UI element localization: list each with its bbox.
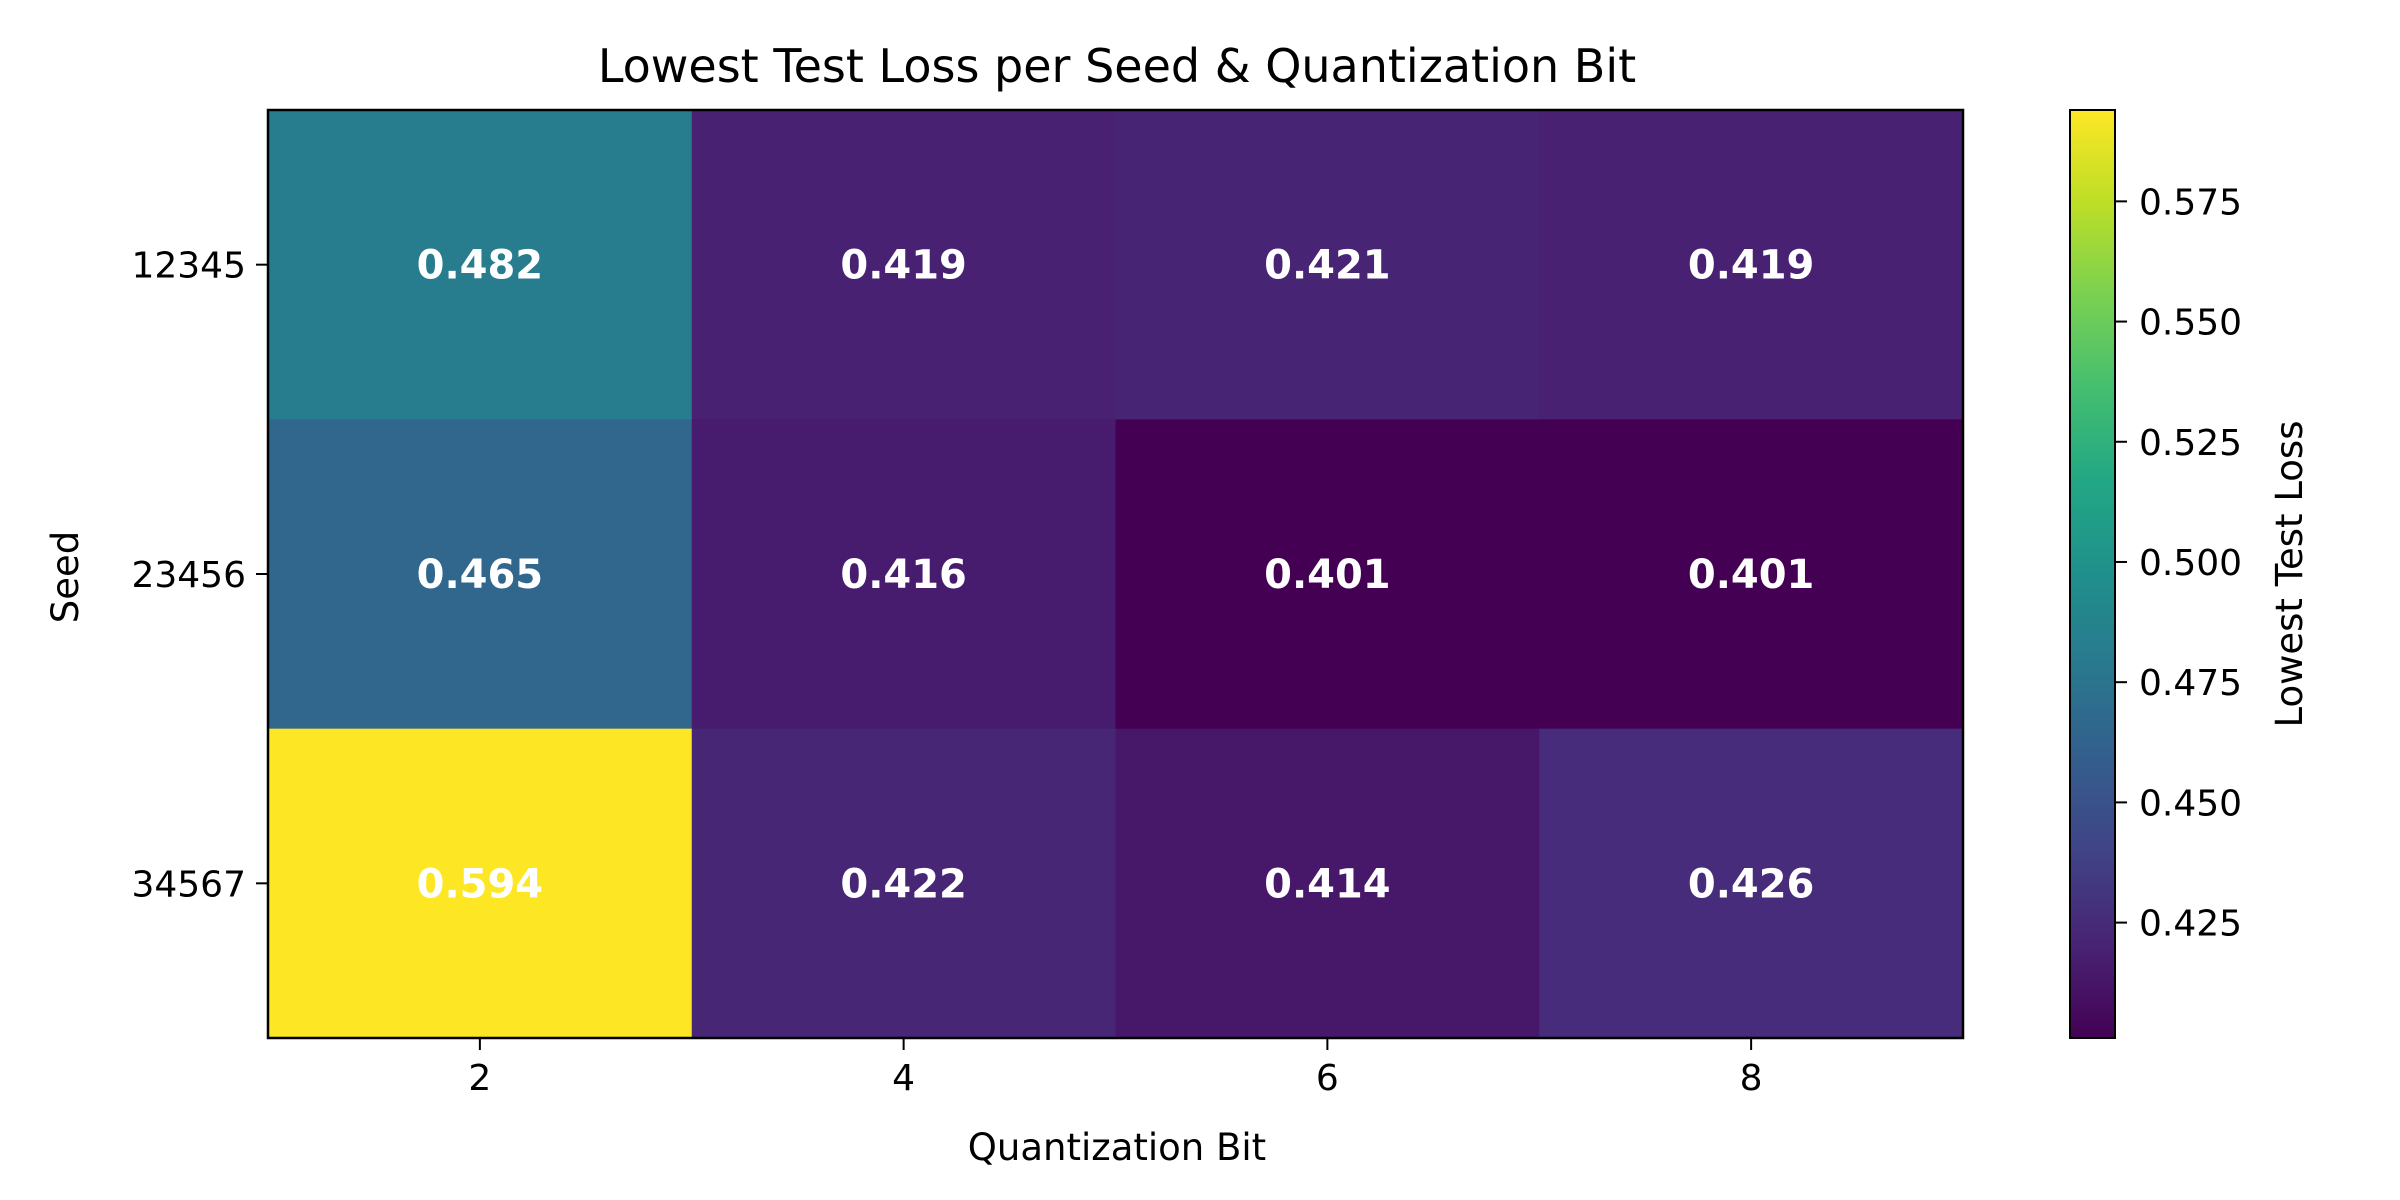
x-tick-label: 8 xyxy=(1740,1058,1763,1099)
x-tick-label: 2 xyxy=(468,1058,491,1099)
colorbar-tick-label: 0.425 xyxy=(2139,904,2242,945)
heatmap-cell xyxy=(1115,110,1540,420)
y-tick-label: 23456 xyxy=(131,555,246,596)
cell-value-label: 0.594 xyxy=(417,861,544,907)
cell-value-label: 0.482 xyxy=(417,243,544,289)
x-axis-title: Quantization Bit xyxy=(968,1126,1266,1169)
y-axis-ticks: 12345 23456 34567 xyxy=(131,246,268,905)
heatmap-cell xyxy=(268,110,693,420)
heatmap-cell xyxy=(1115,728,1540,1039)
heatmap-cell xyxy=(1539,110,1964,420)
cell-value-label: 0.401 xyxy=(1264,552,1391,598)
cell-value-label: 0.414 xyxy=(1264,861,1391,907)
y-axis-title: Seed xyxy=(44,531,87,624)
heatmap-cell xyxy=(1539,419,1964,730)
cell-value-label: 0.421 xyxy=(1264,243,1391,289)
colorbar-tick-label: 0.575 xyxy=(2139,182,2242,223)
heatmap-cell xyxy=(691,728,1116,1039)
cell-value-label: 0.401 xyxy=(1688,552,1815,598)
cell-value-label: 0.419 xyxy=(840,243,967,289)
cell-value-label: 0.426 xyxy=(1688,861,1815,907)
cell-value-label: 0.422 xyxy=(840,861,967,907)
colorbar-tick-label: 0.450 xyxy=(2139,783,2242,824)
colorbar-tick-label: 0.500 xyxy=(2139,543,2242,584)
colorbar-label: Lowest Test Loss xyxy=(2268,421,2311,728)
heatmap-cell xyxy=(1539,728,1964,1039)
y-tick-label: 12345 xyxy=(131,246,246,287)
colorbar-tick-label: 0.475 xyxy=(2139,663,2242,704)
x-tick-label: 4 xyxy=(892,1058,915,1099)
cell-value-label: 0.465 xyxy=(417,552,544,598)
colorbar xyxy=(2069,109,2116,1039)
colorbar-tick-label: 0.550 xyxy=(2139,303,2242,344)
cell-value-label: 0.416 xyxy=(840,552,967,598)
colorbar-tick-label: 0.525 xyxy=(2139,423,2242,464)
heatmap-cell xyxy=(1115,419,1540,730)
heatmap-cell xyxy=(691,419,1116,730)
cell-value-label: 0.419 xyxy=(1688,243,1815,289)
heatmap-cells: 0.482 0.419 0.421 0.419 0.465 0.416 0.401 0.401… xyxy=(268,110,1964,1039)
chart-title: Lowest Test Loss per Seed & Quantization… xyxy=(598,39,1636,93)
heatmap-cell xyxy=(691,110,1116,420)
heatmap-cell xyxy=(268,728,693,1039)
heatmap-cell xyxy=(268,419,693,730)
y-tick-label: 34567 xyxy=(131,864,246,905)
colorbar-ticks: 0.425 0.450 0.475 0.500 0.525 0.550 0.575 xyxy=(2115,182,2242,945)
x-axis-ticks: 2 4 6 8 xyxy=(468,1038,1763,1099)
x-tick-label: 6 xyxy=(1316,1058,1339,1099)
